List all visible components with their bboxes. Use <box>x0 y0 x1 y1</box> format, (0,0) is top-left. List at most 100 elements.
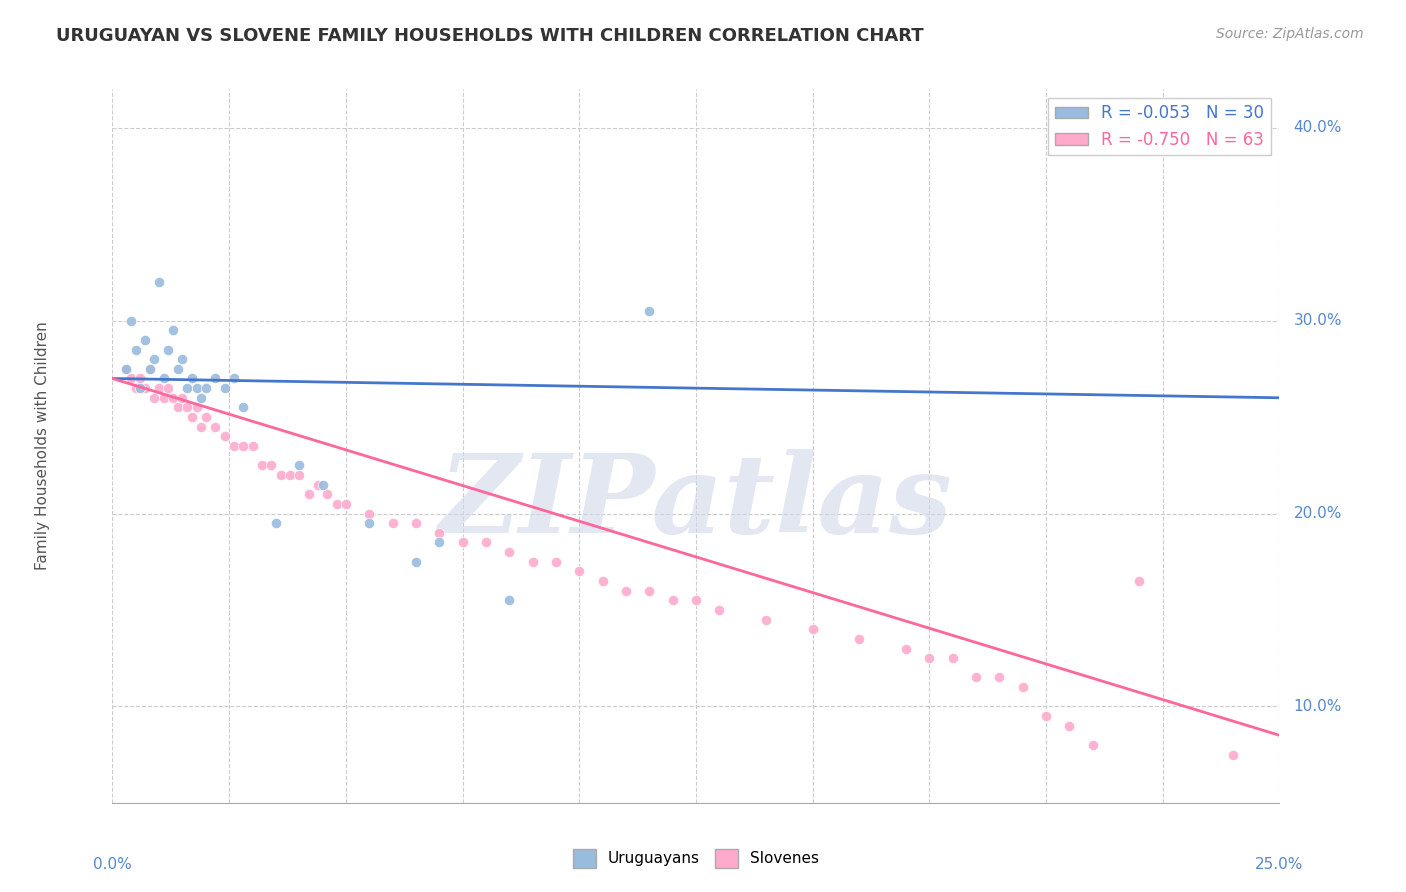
Point <box>162 391 184 405</box>
Point <box>153 391 176 405</box>
Point <box>1035 709 1057 723</box>
Point <box>190 419 212 434</box>
Point <box>204 371 226 385</box>
Point <box>180 371 202 385</box>
Point <box>139 362 162 376</box>
Point <box>148 381 170 395</box>
Point <box>316 487 339 501</box>
Point <box>498 545 520 559</box>
Point <box>120 313 142 327</box>
Point <box>638 304 661 318</box>
Point <box>162 323 184 337</box>
Point <box>194 381 217 395</box>
Point <box>166 401 188 415</box>
Point <box>176 401 198 415</box>
Point <box>190 391 212 405</box>
Point <box>125 381 148 395</box>
Point <box>544 555 567 569</box>
Point <box>129 371 152 385</box>
Text: 0.0%: 0.0% <box>93 857 132 871</box>
Point <box>115 362 138 376</box>
Point <box>157 381 180 395</box>
Text: ZIPatlas: ZIPatlas <box>439 450 953 557</box>
Point <box>157 343 180 357</box>
Point <box>143 352 166 367</box>
Point <box>148 275 170 289</box>
Point <box>264 516 287 530</box>
Point <box>848 632 870 646</box>
Point <box>918 651 941 665</box>
Point <box>405 555 427 569</box>
Point <box>311 477 333 491</box>
Point <box>186 401 208 415</box>
Point <box>270 467 292 482</box>
Point <box>288 458 311 473</box>
Point <box>1222 747 1244 762</box>
Point <box>307 477 329 491</box>
Point <box>335 497 357 511</box>
Point <box>1059 719 1081 733</box>
Point <box>139 362 162 376</box>
Point <box>278 467 301 482</box>
Text: Family Households with Children: Family Households with Children <box>35 322 51 570</box>
Point <box>1011 680 1033 694</box>
Point <box>381 516 404 530</box>
Point <box>232 439 254 453</box>
Point <box>1128 574 1150 588</box>
Point <box>405 516 427 530</box>
Point <box>260 458 283 473</box>
Point <box>120 371 142 385</box>
Point <box>172 352 194 367</box>
Point <box>451 535 474 549</box>
Point <box>180 410 202 425</box>
Point <box>965 670 987 684</box>
Point <box>661 593 683 607</box>
Point <box>186 381 208 395</box>
Text: Source: ZipAtlas.com: Source: ZipAtlas.com <box>1216 27 1364 41</box>
Point <box>194 410 217 425</box>
Legend: Uruguayans, Slovenes: Uruguayans, Slovenes <box>567 843 825 873</box>
Point <box>801 622 824 636</box>
Point <box>214 381 236 395</box>
Point <box>143 391 166 405</box>
Point <box>129 381 152 395</box>
Point <box>359 507 381 521</box>
Point <box>498 593 520 607</box>
Point <box>359 516 381 530</box>
Point <box>614 583 637 598</box>
Point <box>204 419 226 434</box>
Point <box>242 439 264 453</box>
Point <box>297 487 319 501</box>
Text: 40.0%: 40.0% <box>1294 120 1341 136</box>
Point <box>172 391 194 405</box>
Text: 30.0%: 30.0% <box>1294 313 1341 328</box>
Point <box>222 439 245 453</box>
Point <box>166 362 188 376</box>
Point <box>134 333 156 347</box>
Point <box>475 535 498 549</box>
Point <box>638 583 661 598</box>
Point <box>222 371 245 385</box>
Text: 25.0%: 25.0% <box>1256 857 1303 871</box>
Point <box>325 497 347 511</box>
Point <box>115 362 138 376</box>
Point <box>176 381 198 395</box>
Point <box>988 670 1011 684</box>
Point <box>232 401 254 415</box>
Point <box>288 467 311 482</box>
Point <box>125 343 148 357</box>
Point <box>1081 738 1104 752</box>
Text: 10.0%: 10.0% <box>1294 698 1341 714</box>
Point <box>755 613 778 627</box>
Point <box>894 641 917 656</box>
Point <box>214 429 236 443</box>
Point <box>134 381 156 395</box>
Text: URUGUAYAN VS SLOVENE FAMILY HOUSEHOLDS WITH CHILDREN CORRELATION CHART: URUGUAYAN VS SLOVENE FAMILY HOUSEHOLDS W… <box>56 27 924 45</box>
Point <box>522 555 544 569</box>
Point <box>427 525 450 540</box>
Point <box>568 565 591 579</box>
Point <box>153 371 176 385</box>
Point <box>685 593 707 607</box>
Point <box>592 574 614 588</box>
Point <box>709 603 731 617</box>
